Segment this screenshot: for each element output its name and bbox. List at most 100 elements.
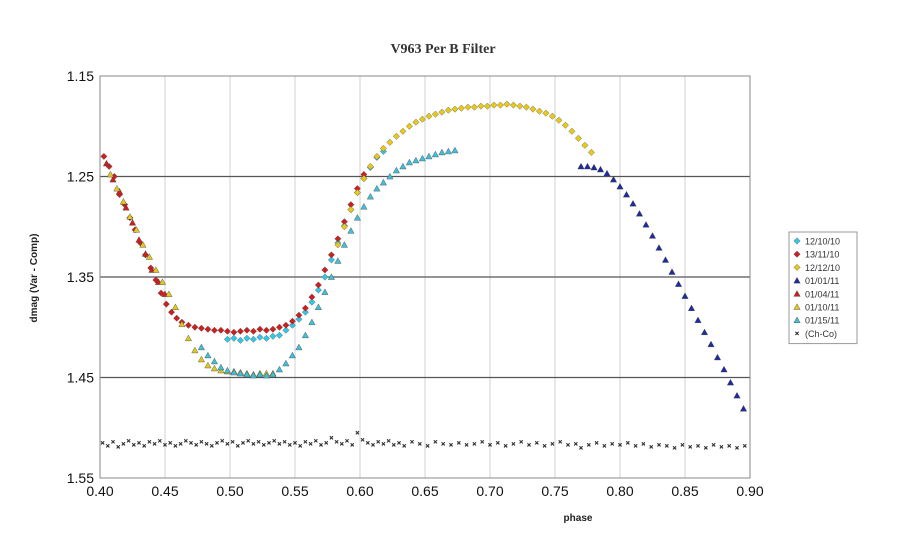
- data-point: [641, 441, 646, 446]
- data-point: [288, 317, 296, 325]
- data-point: [347, 227, 355, 234]
- data-point: [111, 439, 115, 444]
- data-point: [230, 368, 238, 376]
- chart-title: V963 Per B Filter: [390, 42, 495, 57]
- x-tick-label: 0.65: [411, 483, 438, 499]
- data-point: [102, 159, 111, 167]
- legend: 12/10/10 13/11/10 12/12/10 01/01/11 01/04/11…: [788, 231, 858, 345]
- data-point: [550, 441, 555, 446]
- data-point: [558, 439, 563, 444]
- series-5: [106, 170, 277, 378]
- data-point: [173, 314, 181, 322]
- legend-marker: [793, 237, 801, 245]
- x-tick-label: 0.50: [216, 483, 243, 499]
- data-point: [625, 440, 630, 445]
- data-point: [243, 370, 251, 378]
- data-point: [449, 442, 453, 447]
- data-point: [191, 323, 199, 331]
- data-point: [256, 333, 264, 341]
- data-point: [412, 156, 420, 164]
- data-point: [373, 184, 381, 192]
- data-point: [464, 103, 472, 111]
- data-point: [308, 298, 316, 306]
- legend-label: 01/04/11: [805, 289, 839, 299]
- data-point: [583, 162, 592, 170]
- data-point: [137, 440, 141, 445]
- data-point: [480, 439, 485, 444]
- data-point: [126, 213, 134, 220]
- data-point: [594, 440, 599, 445]
- data-point: [587, 148, 595, 156]
- data-point: [707, 340, 715, 348]
- data-point: [616, 182, 624, 190]
- legend-marker: [793, 263, 801, 271]
- data-point: [191, 346, 199, 354]
- data-point: [249, 335, 257, 343]
- series-1: [100, 152, 368, 336]
- data-point: [197, 355, 205, 363]
- data-point: [381, 441, 386, 446]
- data-point: [350, 442, 355, 447]
- data-point: [298, 443, 303, 448]
- x-tick-label: 0.90: [736, 483, 763, 499]
- data-point: [360, 175, 368, 182]
- data-point: [168, 440, 173, 445]
- data-point: [674, 280, 683, 287]
- data-point: [579, 445, 583, 450]
- data-point: [293, 440, 297, 445]
- data-point: [230, 439, 235, 444]
- data-point: [441, 441, 446, 446]
- data-point: [548, 112, 556, 120]
- data-point: [509, 101, 517, 109]
- data-point: [360, 437, 365, 442]
- data-point: [295, 343, 303, 351]
- data-point: [269, 332, 277, 340]
- data-point: [173, 443, 178, 448]
- data-point: [301, 331, 309, 339]
- data-point: [345, 438, 349, 443]
- data-point: [586, 442, 591, 447]
- data-point: [249, 327, 257, 335]
- data-point: [119, 198, 127, 205]
- data-point: [353, 214, 361, 221]
- data-point: [275, 331, 283, 339]
- data-point: [392, 166, 400, 174]
- data-point: [431, 150, 439, 158]
- data-point: [251, 441, 256, 446]
- data-point: [629, 200, 637, 207]
- data-point: [157, 438, 162, 443]
- data-points: [100, 100, 748, 450]
- data-point: [438, 148, 446, 156]
- data-point: [527, 442, 531, 447]
- legend-item: 01/04/11: [793, 289, 839, 299]
- data-point: [162, 300, 170, 308]
- data-point: [633, 443, 638, 448]
- data-point: [324, 440, 329, 445]
- data-point: [410, 439, 414, 444]
- data-point: [139, 241, 147, 248]
- data-point: [109, 175, 117, 183]
- data-point: [236, 327, 244, 335]
- legend-marker: [795, 331, 799, 336]
- plot-area-frame: [99, 75, 751, 479]
- data-point: [282, 326, 290, 334]
- data-point: [131, 442, 136, 447]
- legend-marker: [793, 250, 801, 258]
- data-point: [451, 146, 459, 154]
- data-point: [386, 138, 394, 146]
- data-point: [116, 444, 121, 449]
- data-point: [733, 391, 741, 399]
- data-point: [516, 102, 524, 110]
- data-point: [308, 441, 313, 446]
- data-point: [555, 116, 563, 124]
- legend-label: (Ch-Co): [805, 329, 837, 339]
- data-point: [719, 444, 724, 449]
- data-point: [197, 343, 205, 351]
- data-point: [210, 357, 218, 365]
- y-tick-label: 1.45: [67, 370, 94, 386]
- data-point: [735, 445, 739, 450]
- data-point: [327, 251, 335, 259]
- data-point: [392, 132, 400, 140]
- legend-marker: [793, 316, 801, 323]
- data-point: [321, 266, 329, 274]
